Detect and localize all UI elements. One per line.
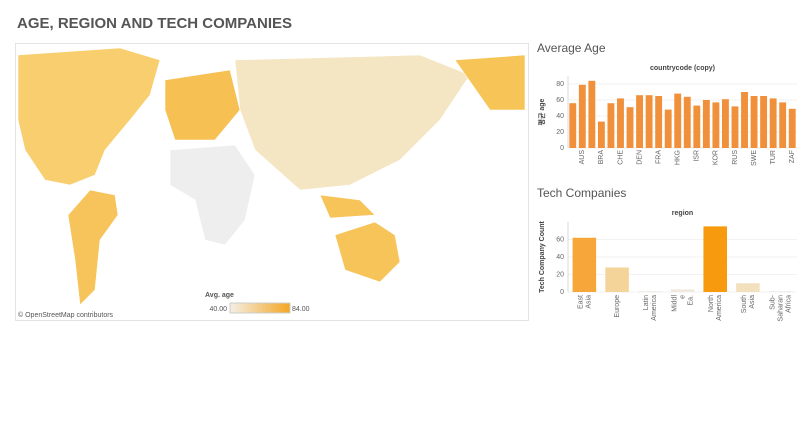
- bar: [779, 102, 787, 148]
- y-axis-label: 평균 age: [537, 98, 546, 125]
- asia: [234, 54, 471, 191]
- x-tick-label: Sub-SaharanAfrica: [769, 294, 792, 321]
- x-tick-label: EastAsia: [577, 295, 592, 309]
- bar: [769, 98, 777, 148]
- x-tick-label: SWE: [751, 150, 758, 166]
- bar: [638, 291, 662, 292]
- y-tick-label: 60: [556, 236, 564, 243]
- x-tick-label: HKG: [675, 150, 682, 165]
- bar: [636, 95, 643, 148]
- x-tick-label: TUR: [770, 150, 777, 164]
- y-tick-label: 80: [556, 81, 564, 88]
- y-tick-label: 0: [560, 289, 564, 296]
- bar: [731, 106, 739, 148]
- south-america: [67, 189, 119, 306]
- bar: [683, 96, 691, 148]
- chart-title: Tech Companies: [537, 186, 626, 200]
- y-tick-label: 60: [556, 97, 564, 104]
- bar: [693, 105, 701, 148]
- x-tick-label: CHE: [617, 150, 624, 165]
- x-tick-label: NorthAmerica: [708, 295, 723, 321]
- y-tick-label: 0: [560, 145, 564, 152]
- bar: [605, 267, 629, 292]
- bar: [597, 121, 605, 148]
- x-tick-label: KOR: [713, 150, 720, 165]
- bar: [607, 103, 615, 148]
- chart-title: Average Age: [537, 41, 606, 55]
- x-tick-label: FRA: [655, 150, 662, 164]
- bar: [702, 100, 710, 148]
- legend-max: 84.00: [292, 306, 310, 313]
- bar: [760, 96, 768, 148]
- bar: [670, 289, 695, 292]
- bar: [750, 96, 758, 148]
- x-tick-label: Europe: [614, 295, 621, 318]
- dashboard-title: AGE, REGION AND TECH COMPANIES: [17, 15, 292, 32]
- y-axis-label: Tech Company Count: [539, 220, 546, 292]
- africa: [169, 144, 256, 246]
- x-tick-label: ISR: [694, 150, 701, 162]
- bar: [578, 84, 586, 148]
- bar: [626, 107, 634, 148]
- x-tick-label: ZAF: [789, 150, 796, 163]
- x-tick-label: AUS: [579, 150, 586, 165]
- bar: [645, 95, 653, 148]
- chart-subtitle: region: [672, 210, 693, 217]
- x-tick-label: RUS: [732, 150, 739, 165]
- bar: [712, 102, 720, 148]
- x-tick-label: DEN: [636, 150, 643, 165]
- chart-subtitle: countrycode (copy): [650, 65, 715, 72]
- x-tick-label: LatinAmerica: [643, 295, 658, 321]
- x-tick-label: BRA: [598, 150, 605, 165]
- legend-min: 40.00: [209, 306, 227, 313]
- bar: [703, 226, 727, 292]
- y-tick-label: 20: [556, 271, 564, 278]
- bar: [768, 291, 793, 292]
- southeast-asia: [319, 194, 376, 219]
- bar: [588, 80, 596, 148]
- map: [15, 43, 529, 321]
- bar: [674, 93, 682, 148]
- bar: [664, 109, 672, 148]
- bar: [741, 92, 748, 148]
- alaska: [454, 54, 526, 111]
- north-america: [17, 47, 161, 186]
- x-tick-label: SouthAsia: [741, 295, 756, 313]
- europe: [164, 69, 241, 141]
- y-tick-label: 40: [556, 113, 564, 120]
- attribution: © OpenStreetMap contributors: [18, 311, 114, 319]
- y-tick-label: 40: [556, 254, 564, 261]
- x-tick-label: MiddleEa.: [671, 295, 694, 312]
- bar: [572, 237, 597, 292]
- australia: [334, 221, 401, 283]
- bar: [655, 96, 663, 148]
- legend-gradient: [229, 302, 291, 314]
- bar: [569, 103, 577, 148]
- bar: [722, 99, 729, 148]
- y-tick-label: 20: [556, 129, 564, 136]
- bar: [617, 98, 624, 148]
- bar: [788, 108, 796, 148]
- legend-title: Avg. age: [205, 292, 234, 299]
- bar: [736, 283, 760, 292]
